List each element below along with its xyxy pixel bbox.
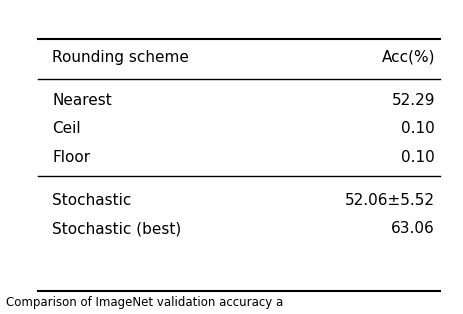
Text: 52.06±5.52: 52.06±5.52 bbox=[344, 193, 434, 208]
Text: Ceil: Ceil bbox=[52, 122, 81, 137]
Text: Nearest: Nearest bbox=[52, 94, 112, 108]
Text: 52.29: 52.29 bbox=[391, 94, 434, 108]
Text: Floor: Floor bbox=[52, 149, 90, 165]
Text: Acc(%): Acc(%) bbox=[381, 50, 434, 65]
Text: 0.10: 0.10 bbox=[400, 149, 434, 165]
Text: Comparison of ImageNet validation accuracy a: Comparison of ImageNet validation accura… bbox=[6, 296, 282, 310]
Text: Stochastic: Stochastic bbox=[52, 193, 131, 208]
Text: 63.06: 63.06 bbox=[390, 221, 434, 236]
Text: Rounding scheme: Rounding scheme bbox=[52, 50, 188, 65]
Text: Stochastic (best): Stochastic (best) bbox=[52, 221, 181, 236]
Text: 0.10: 0.10 bbox=[400, 122, 434, 137]
